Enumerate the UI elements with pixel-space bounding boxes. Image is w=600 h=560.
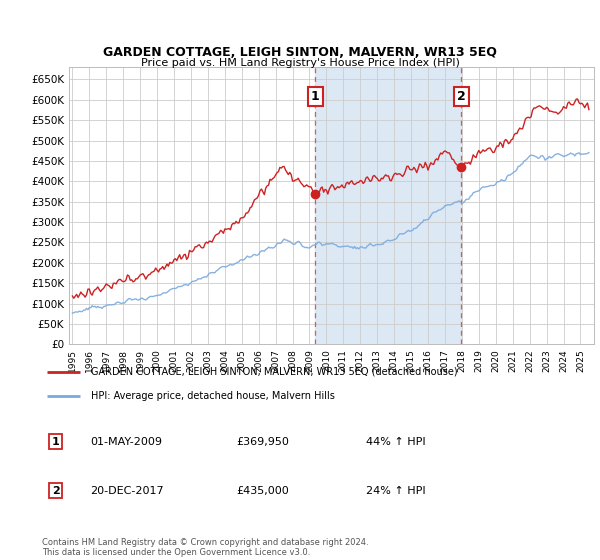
Text: 2: 2 xyxy=(457,90,466,103)
Text: 20-DEC-2017: 20-DEC-2017 xyxy=(91,486,164,496)
Text: 01-MAY-2009: 01-MAY-2009 xyxy=(91,437,163,447)
Text: 44% ↑ HPI: 44% ↑ HPI xyxy=(366,437,425,447)
Text: HPI: Average price, detached house, Malvern Hills: HPI: Average price, detached house, Malv… xyxy=(91,390,334,400)
Text: 2: 2 xyxy=(52,486,59,496)
Text: Contains HM Land Registry data © Crown copyright and database right 2024.
This d: Contains HM Land Registry data © Crown c… xyxy=(42,538,368,557)
Text: £369,950: £369,950 xyxy=(236,437,289,447)
Text: GARDEN COTTAGE, LEIGH SINTON, MALVERN, WR13 5EQ (detached house): GARDEN COTTAGE, LEIGH SINTON, MALVERN, W… xyxy=(91,367,457,377)
Text: 1: 1 xyxy=(311,90,319,103)
Text: GARDEN COTTAGE, LEIGH SINTON, MALVERN, WR13 5EQ: GARDEN COTTAGE, LEIGH SINTON, MALVERN, W… xyxy=(103,46,497,59)
Bar xyxy=(315,67,461,344)
Text: 24% ↑ HPI: 24% ↑ HPI xyxy=(366,486,425,496)
Text: 1: 1 xyxy=(52,437,59,447)
Text: Price paid vs. HM Land Registry's House Price Index (HPI): Price paid vs. HM Land Registry's House … xyxy=(140,58,460,68)
Text: £435,000: £435,000 xyxy=(236,486,289,496)
